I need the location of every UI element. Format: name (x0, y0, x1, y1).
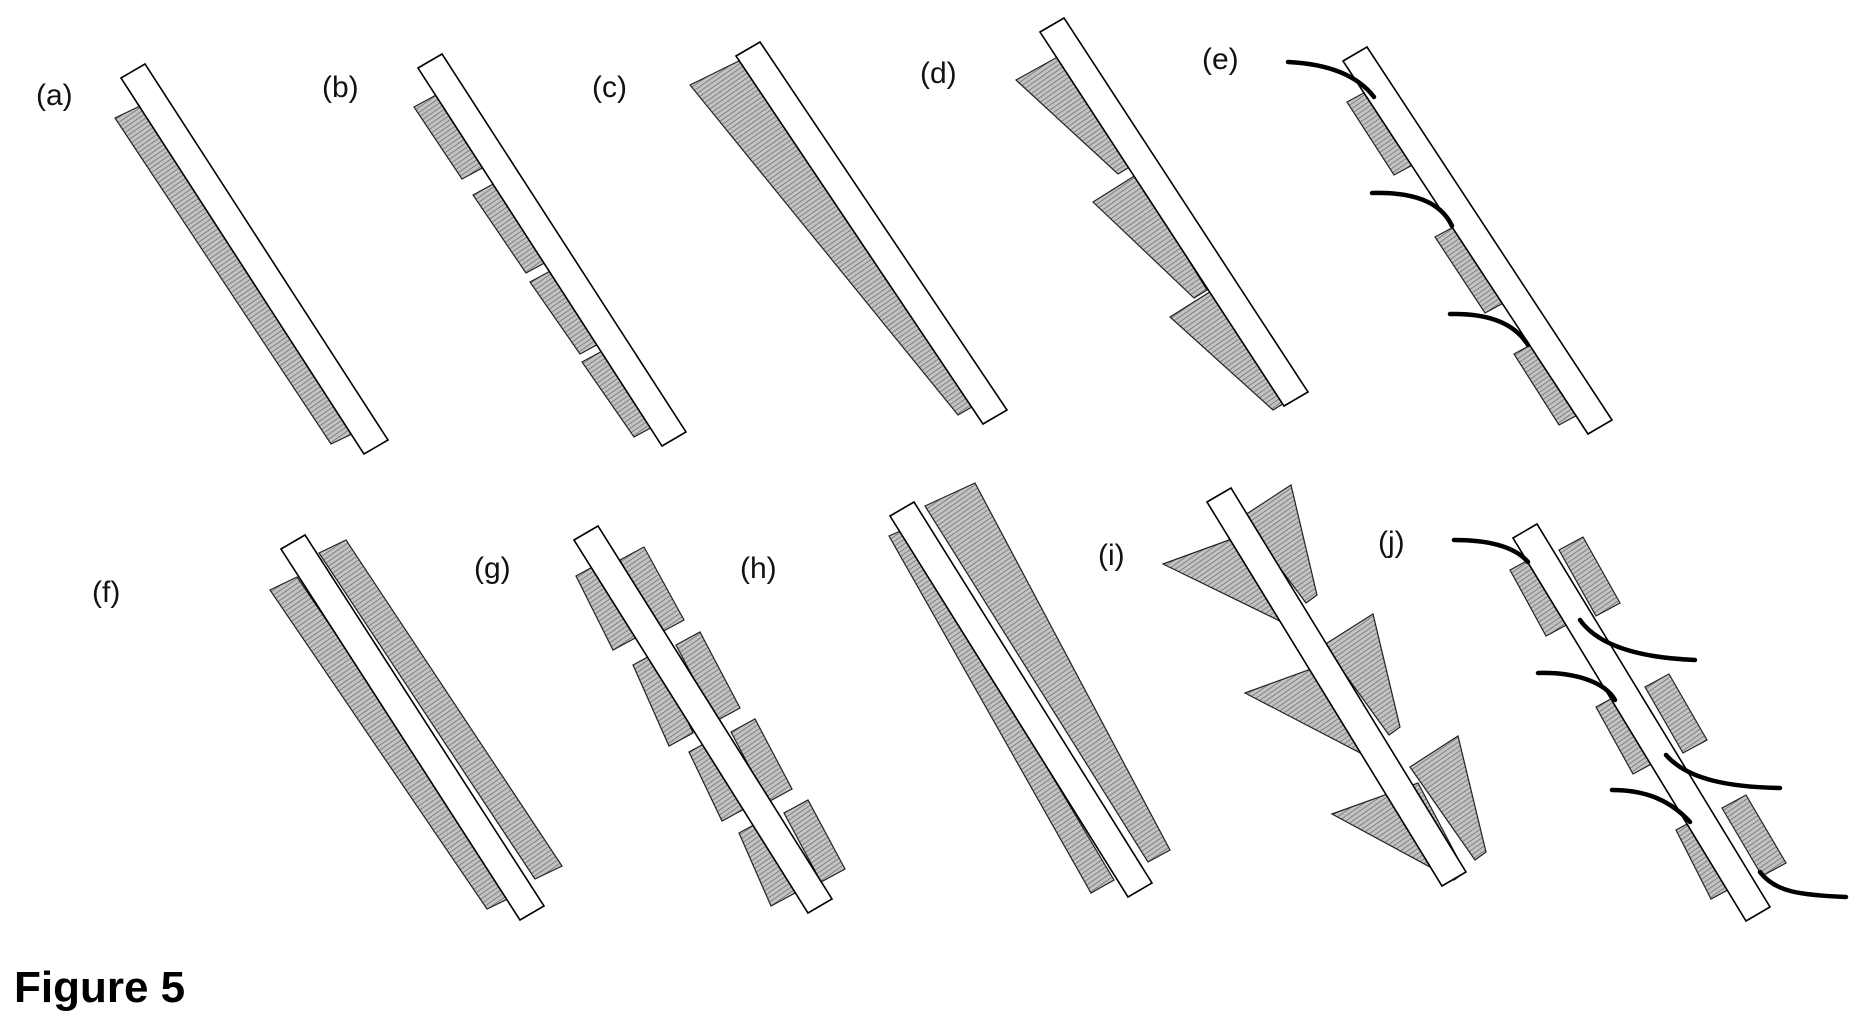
panel-a-strip (121, 64, 388, 454)
panel-a (115, 64, 388, 454)
panel-label-f: (f) (92, 576, 120, 609)
panel-d-strip (1040, 18, 1308, 406)
panel-b-strip (418, 54, 686, 446)
panel-c-tapered-layer (690, 58, 977, 415)
panel-label-g: (g) (474, 552, 511, 585)
panel-label-j: (j) (1378, 526, 1405, 559)
panel-label-c: (c) (592, 71, 627, 104)
panel-label-e: (e) (1202, 43, 1239, 76)
panel-j-strip (1513, 524, 1770, 921)
figure-caption: Figure 5 (14, 963, 185, 1012)
panel-i-strip (1207, 488, 1466, 886)
panel-f (270, 535, 562, 920)
panel-label-d: (d) (920, 57, 957, 90)
panel-d (1016, 18, 1308, 410)
panel-b (414, 54, 686, 446)
panel-c-strip (736, 42, 1007, 424)
panel-i (1163, 485, 1486, 886)
panel-f-strip (281, 535, 544, 920)
panel-g (574, 526, 845, 913)
panel-j (1454, 524, 1846, 921)
panel-j-wire (1760, 872, 1846, 897)
panel-label-a: (a) (36, 79, 73, 112)
panel-c (690, 42, 1007, 424)
panel-label-b: (b) (322, 71, 359, 104)
panel-h (889, 483, 1170, 897)
panel-label-h: (h) (740, 552, 777, 585)
panel-e-strip (1343, 47, 1612, 434)
panel-a-shaded-layer (115, 106, 356, 444)
panel-label-i: (i) (1098, 539, 1125, 572)
panel-g-strip (574, 526, 832, 913)
panel-e (1288, 47, 1612, 434)
